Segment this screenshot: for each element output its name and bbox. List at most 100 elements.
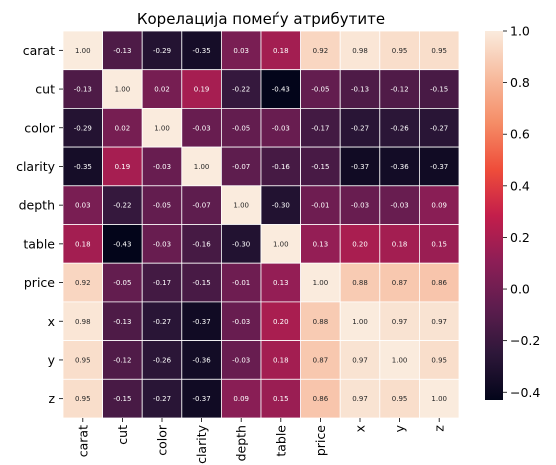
- heatmap-cell-depth-y: [379, 185, 420, 225]
- cell-value-label: 0.13: [313, 240, 329, 248]
- cell-value-label: -0.29: [153, 47, 171, 55]
- heatmap-cell-clarity-y: [379, 146, 420, 187]
- cell-value-label: 0.18: [75, 240, 91, 248]
- heatmap-cell-price-table: [260, 262, 301, 303]
- heatmap-cell-y-depth: [220, 340, 262, 380]
- cell-value-label: -0.43: [113, 240, 131, 248]
- heatmap-cell-price-price: [300, 262, 341, 303]
- cell-value-label: 1.00: [392, 356, 408, 364]
- cell-value-label: 0.95: [75, 356, 91, 364]
- cell-value-label: 1.00: [115, 86, 131, 94]
- colorbar-tick-label: 0.8: [510, 75, 530, 90]
- heatmap-cell-cut-clarity: [181, 69, 222, 109]
- cell-value-label: -0.17: [311, 124, 329, 132]
- y-tick-label-clarity: clarity: [16, 159, 56, 174]
- heatmap-cell-cut-table: [260, 69, 301, 109]
- heatmap-cell-z-price: [300, 378, 341, 419]
- heatmap-cell-cut-cut: [102, 69, 143, 109]
- heatmap-cell-x-cut: [102, 301, 143, 341]
- heatmap-cell-y-price: [300, 340, 341, 380]
- heatmap-cell-carat-carat: [62, 30, 103, 71]
- heatmap-cell-y-color: [141, 340, 183, 380]
- x-tick-label-price: price: [313, 425, 328, 456]
- heatmap-cell-x-color: [141, 301, 183, 341]
- heatmap-cell-x-table: [260, 301, 301, 341]
- cell-value-label: -0.13: [113, 318, 131, 326]
- colorbar-tick-label: 0.2: [510, 230, 530, 245]
- cell-value-label: -0.29: [74, 124, 92, 132]
- heatmap-cell-carat-cut: [102, 30, 143, 71]
- cell-value-label: -0.26: [153, 356, 172, 364]
- heatmap-cell-table-carat: [62, 224, 103, 264]
- x-tick-label-table: table: [273, 425, 288, 457]
- cell-value-label: -0.13: [113, 47, 131, 55]
- cell-value-label: -0.17: [153, 279, 171, 287]
- heatmap-cell-clarity-table: [260, 146, 301, 187]
- heatmap-cell-price-z: [418, 262, 460, 303]
- cell-value-label: 0.95: [75, 395, 91, 403]
- cell-value-label: -0.27: [153, 318, 171, 326]
- cell-value-label: 1.00: [194, 163, 210, 171]
- heatmap-cell-depth-x: [339, 185, 381, 225]
- heatmap-cell-z-table: [260, 378, 301, 419]
- x-tick-label-depth: depth: [234, 425, 249, 461]
- heatmap-cell-table-color: [141, 224, 183, 264]
- cell-value-label: 0.02: [154, 86, 170, 94]
- cell-value-label: 0.86: [431, 279, 447, 287]
- cell-value-label: -0.15: [430, 86, 448, 94]
- x-axis-ticks: carat cut color clarity depth table price x y z: [75, 418, 447, 464]
- cell-value-label: 0.95: [392, 47, 408, 55]
- cell-value-label: 0.20: [273, 318, 289, 326]
- cell-value-label: 0.87: [313, 356, 329, 364]
- cell-value-label: -0.27: [153, 395, 171, 403]
- heatmap-cell-x-clarity: [181, 301, 222, 341]
- cell-value-label: -0.13: [74, 86, 92, 94]
- cell-value-label: 1.00: [75, 47, 91, 55]
- cell-value-label: 0.03: [75, 202, 91, 210]
- heatmap-cell-z-depth: [220, 378, 262, 419]
- heatmap-cell-y-y: [379, 340, 420, 380]
- cell-value-label: -0.15: [193, 279, 211, 287]
- heatmap-cell-depth-price: [300, 185, 341, 225]
- cell-value-label: 0.19: [194, 86, 210, 94]
- heatmap-cell-price-x: [339, 262, 381, 303]
- cell-value-label: 0.88: [313, 318, 329, 326]
- x-tick-label-y: y: [392, 424, 407, 432]
- heatmap-cell-depth-depth: [220, 185, 262, 225]
- cell-value-label: -0.07: [193, 202, 211, 210]
- cell-value-label: 0.97: [352, 356, 368, 364]
- cell-value-label: -0.03: [351, 202, 369, 210]
- heatmap-cell-price-y: [379, 262, 420, 303]
- cell-value-label: 0.20: [352, 240, 368, 248]
- y-tick-label-depth: depth: [19, 198, 55, 213]
- cell-value-label: -0.07: [232, 163, 250, 171]
- heatmap-cell-color-z: [418, 108, 460, 148]
- cell-value-label: -0.26: [391, 124, 410, 132]
- heatmap-cell-table-clarity: [181, 224, 222, 264]
- cell-value-label: -0.36: [193, 356, 212, 364]
- heatmap-cell-color-cut: [102, 108, 143, 148]
- heatmap-cell-z-carat: [62, 378, 103, 419]
- cell-value-label: -0.15: [113, 395, 131, 403]
- cell-value-label: 0.18: [273, 47, 289, 55]
- heatmap-cell-depth-table: [260, 185, 301, 225]
- cell-value-label: 0.09: [431, 202, 447, 210]
- heatmap-cell-z-z: [418, 378, 460, 419]
- heatmap-cell-clarity-price: [300, 146, 341, 187]
- cell-value-label: 0.98: [75, 318, 91, 326]
- heatmap-cell-cut-price: [300, 69, 341, 109]
- cell-value-label: 0.92: [313, 47, 329, 55]
- heatmap-cell-y-clarity: [181, 340, 222, 380]
- heatmap-cell-clarity-z: [418, 146, 460, 187]
- heatmap-cell-color-x: [339, 108, 381, 148]
- heatmap-cell-cut-y: [379, 69, 420, 109]
- cell-value-label: 0.95: [392, 395, 408, 403]
- cell-value-label: -0.05: [232, 124, 250, 132]
- y-tick-label-price: price: [24, 275, 55, 290]
- cell-value-label: -0.03: [232, 318, 250, 326]
- cell-value-label: 0.97: [392, 318, 408, 326]
- cell-value-label: -0.37: [351, 163, 369, 171]
- cell-value-label: -0.27: [351, 124, 369, 132]
- x-tick-label-clarity: clarity: [194, 424, 209, 464]
